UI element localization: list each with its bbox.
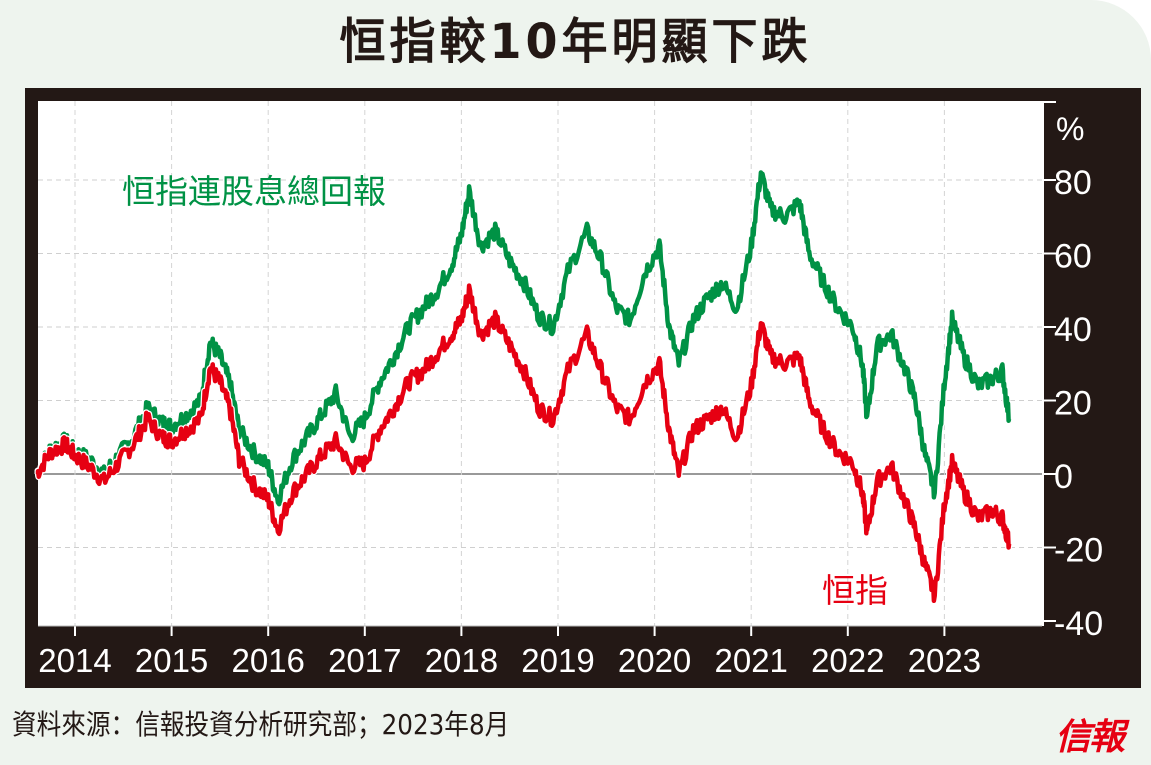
x-tick-label: 2018 xyxy=(425,642,498,679)
chart-title: 恒指較10年明顯下跌 xyxy=(339,12,812,70)
hsi-label: 恒指 xyxy=(822,571,888,610)
x-tick-label: 2019 xyxy=(521,642,594,679)
x-tick-label: 2015 xyxy=(135,642,208,679)
total-return-label: 恒指連股息總回報 xyxy=(122,172,386,211)
y-tick-label: 60 xyxy=(1054,238,1092,276)
series-line-hsi xyxy=(35,283,1012,604)
y-tick-label: 80 xyxy=(1054,164,1092,202)
y-tick-label: 0 xyxy=(1054,458,1073,496)
y-tick-label: -40 xyxy=(1054,605,1103,643)
x-tick-label: 2021 xyxy=(714,642,787,679)
x-tick-label: 2014 xyxy=(38,642,111,679)
x-axis: 2014 2015 2016 2017 2018 2019 2020 2021 2022 2023 xyxy=(38,625,1042,679)
x-tick-label: 2023 xyxy=(908,642,981,679)
y-axis: 80 60 40 20 0 -20 -40% xyxy=(1042,101,1103,643)
x-tick-label: 2020 xyxy=(618,642,691,679)
hkej-logo: 信報 xyxy=(1054,716,1125,758)
y-tick-label: 40 xyxy=(1054,311,1092,349)
source-note: 資料來源：信報投資分析研究部；2023年8月 xyxy=(12,708,510,741)
x-tick-label: 2017 xyxy=(328,642,401,679)
x-tick-label: 2022 xyxy=(811,642,884,679)
series-line-total_return xyxy=(35,170,1012,507)
x-tick-label: 2016 xyxy=(231,642,304,679)
y-tick-label: -20 xyxy=(1054,532,1103,570)
y-unit-label: % xyxy=(1056,111,1084,147)
y-tick-label: 20 xyxy=(1054,385,1092,423)
series-lines xyxy=(34,169,1013,605)
